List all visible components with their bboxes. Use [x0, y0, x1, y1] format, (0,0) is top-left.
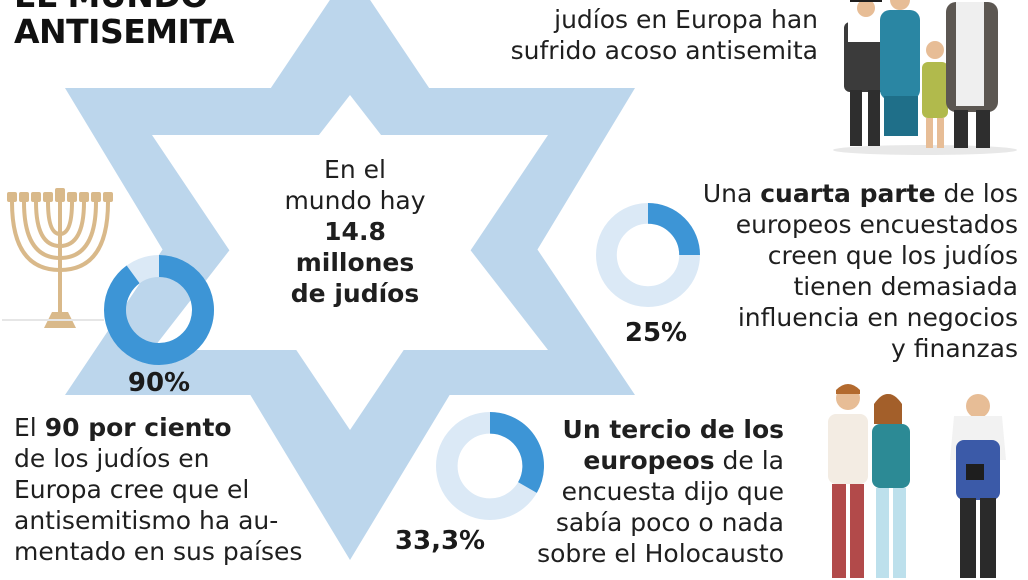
donut-label-90: 90%: [127, 368, 191, 398]
donut-value-arc: [647, 203, 700, 256]
title-line-2: ANTISEMITA: [14, 12, 234, 51]
quarter-line-4: tienen demasiada: [793, 272, 1018, 301]
title-line-1: EL MUNDO: [14, 0, 234, 14]
ninety-line-3: Europa cree que el: [14, 475, 250, 504]
third-line-2: europeos de la: [537, 445, 784, 476]
third-line-5: sobre el Holocausto: [537, 539, 784, 568]
world-population-text: En el mundo hay 14.8 millones de judíos: [255, 154, 455, 309]
harassment-line-2: sufrido acoso antisemita: [510, 36, 818, 65]
center-line-1: En el: [324, 155, 386, 184]
donut-chart-33: [435, 411, 545, 521]
donut-chart-90: [104, 255, 214, 365]
center-line-5: de judíos: [290, 279, 420, 308]
center-number: 14.8: [324, 217, 386, 246]
ninety-stat-text: El 90 por ciento de los judíos en Europa…: [14, 412, 302, 567]
menorah-illustration: [2, 188, 113, 328]
quarter-l1a: Una: [702, 179, 761, 208]
quarter-line-1: Una cuarta parte de los: [703, 178, 1018, 209]
center-line-2: mundo hay: [284, 186, 426, 215]
ninety-line-2: de los judíos en: [14, 444, 210, 473]
third-stat-text: Un tercio de los europeos de la encuesta…: [537, 414, 784, 569]
quarter-stat-text: Una cuarta parte de los europeos encuest…: [703, 178, 1018, 364]
donut-label-33: 33,3%: [394, 526, 486, 556]
quarter-line-2: europeos encuestados: [735, 210, 1018, 239]
quarter-l1c: de los: [935, 179, 1018, 208]
center-line-4: millones: [295, 248, 415, 277]
donut-label-25: 25%: [624, 318, 688, 348]
harassment-line-1: judíos en Europa han: [554, 5, 818, 34]
third-l2b: de la: [714, 446, 784, 475]
quarter-line-3: creen que los judíos: [767, 241, 1018, 270]
donut-value-arc: [489, 412, 544, 493]
ninety-line-1: El 90 por ciento: [14, 412, 302, 443]
quarter-line-6: y finanzas: [891, 334, 1018, 363]
infographic-title: EL MUNDO ANTISEMITA: [14, 0, 234, 50]
ninety-line-4: antisemitismo ha au-: [14, 506, 279, 535]
donut-value-arc: [104, 255, 214, 365]
third-line-4: sabía poco o nada: [555, 508, 784, 537]
quarter-line-5: influencia en negocios: [737, 303, 1018, 332]
star-triangle-down-inner: [152, 135, 548, 430]
donut-chart-25: [596, 203, 700, 307]
ninety-l1a: El: [14, 413, 45, 442]
ninety-line-5: mentado en sus países: [14, 537, 303, 566]
people-illustration: [828, 384, 1006, 578]
quarter-l1b: cuarta parte: [760, 179, 936, 208]
harassment-stat-text: judíos en Europa han sufrido acoso antis…: [511, 4, 818, 66]
family-illustration: [833, 0, 1017, 155]
third-line-1: Un tercio de los: [562, 415, 784, 444]
ninety-l1b: 90 por ciento: [44, 413, 232, 442]
third-l2a: europeos: [583, 446, 715, 475]
third-line-3: encuesta dijo que: [561, 477, 784, 506]
